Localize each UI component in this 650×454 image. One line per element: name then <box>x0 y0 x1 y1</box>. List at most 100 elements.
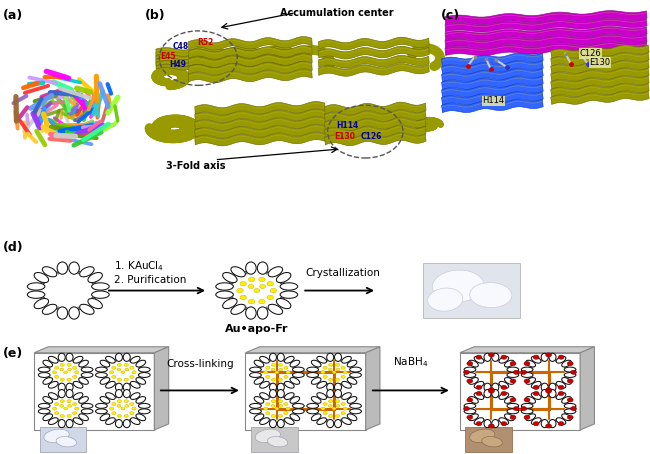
Circle shape <box>278 400 283 403</box>
Ellipse shape <box>290 396 300 403</box>
Circle shape <box>60 415 64 418</box>
Circle shape <box>341 403 345 405</box>
Polygon shape <box>580 347 595 430</box>
Ellipse shape <box>66 353 73 361</box>
Ellipse shape <box>285 356 294 363</box>
Ellipse shape <box>521 409 533 414</box>
Circle shape <box>110 371 114 374</box>
Polygon shape <box>441 76 543 89</box>
Circle shape <box>546 388 551 392</box>
Ellipse shape <box>105 418 115 424</box>
Polygon shape <box>318 55 429 68</box>
Ellipse shape <box>79 378 88 385</box>
Circle shape <box>271 363 276 366</box>
Polygon shape <box>551 84 649 97</box>
Polygon shape <box>195 125 325 138</box>
Ellipse shape <box>342 381 352 388</box>
Circle shape <box>271 405 275 407</box>
Circle shape <box>130 403 134 405</box>
Polygon shape <box>195 109 325 123</box>
Circle shape <box>271 415 276 418</box>
Ellipse shape <box>57 262 68 274</box>
FancyBboxPatch shape <box>465 427 512 452</box>
Polygon shape <box>445 42 647 56</box>
Ellipse shape <box>292 404 304 408</box>
Ellipse shape <box>259 393 269 400</box>
Ellipse shape <box>73 381 83 388</box>
Ellipse shape <box>43 414 53 421</box>
Circle shape <box>328 415 333 418</box>
Ellipse shape <box>469 396 478 403</box>
Ellipse shape <box>504 378 514 385</box>
Ellipse shape <box>278 383 284 391</box>
Circle shape <box>117 415 122 418</box>
Ellipse shape <box>124 353 130 361</box>
Ellipse shape <box>526 360 536 367</box>
Circle shape <box>323 375 327 378</box>
Ellipse shape <box>335 353 341 361</box>
Ellipse shape <box>492 383 499 391</box>
Ellipse shape <box>131 356 140 363</box>
Circle shape <box>558 391 564 395</box>
Circle shape <box>328 405 332 407</box>
Ellipse shape <box>556 418 566 424</box>
Ellipse shape <box>474 418 484 424</box>
Ellipse shape <box>246 262 256 274</box>
Circle shape <box>248 277 255 281</box>
Ellipse shape <box>131 393 140 400</box>
Ellipse shape <box>73 418 83 424</box>
Ellipse shape <box>464 367 476 372</box>
Circle shape <box>341 366 345 369</box>
Circle shape <box>476 385 482 390</box>
Polygon shape <box>245 347 380 353</box>
Ellipse shape <box>57 307 68 319</box>
Circle shape <box>501 385 507 390</box>
Ellipse shape <box>499 381 509 388</box>
Ellipse shape <box>507 373 519 377</box>
Ellipse shape <box>116 383 122 391</box>
Ellipse shape <box>307 373 318 377</box>
Circle shape <box>271 378 276 381</box>
Circle shape <box>112 403 116 405</box>
Text: H114: H114 <box>337 121 359 130</box>
Ellipse shape <box>81 404 93 408</box>
Ellipse shape <box>254 378 264 385</box>
Ellipse shape <box>255 429 280 443</box>
Ellipse shape <box>56 437 77 447</box>
Text: (d): (d) <box>3 241 24 254</box>
Circle shape <box>284 366 288 369</box>
Ellipse shape <box>285 418 294 424</box>
Text: Au•apo-Fr: Au•apo-Fr <box>225 324 289 334</box>
Ellipse shape <box>69 307 79 319</box>
Circle shape <box>558 422 564 426</box>
Circle shape <box>275 407 279 410</box>
Ellipse shape <box>327 383 333 391</box>
Polygon shape <box>365 347 380 430</box>
Text: 2. Purification: 2. Purification <box>114 275 186 285</box>
FancyBboxPatch shape <box>40 427 86 452</box>
Circle shape <box>328 400 333 403</box>
Ellipse shape <box>280 283 298 290</box>
Circle shape <box>521 407 526 410</box>
Polygon shape <box>318 46 429 59</box>
Ellipse shape <box>564 367 576 372</box>
Circle shape <box>501 422 507 426</box>
Circle shape <box>67 363 72 366</box>
Polygon shape <box>156 49 306 60</box>
Ellipse shape <box>79 414 88 421</box>
Ellipse shape <box>27 283 45 290</box>
Ellipse shape <box>484 419 491 428</box>
Ellipse shape <box>254 396 264 403</box>
Circle shape <box>284 403 288 405</box>
Circle shape <box>328 378 333 381</box>
Ellipse shape <box>317 356 326 363</box>
Ellipse shape <box>73 356 83 363</box>
Ellipse shape <box>531 381 541 388</box>
Circle shape <box>259 300 265 304</box>
Ellipse shape <box>48 393 58 400</box>
Circle shape <box>488 389 494 393</box>
Ellipse shape <box>66 419 73 428</box>
Ellipse shape <box>564 373 576 377</box>
Ellipse shape <box>48 381 58 388</box>
Polygon shape <box>445 34 647 48</box>
